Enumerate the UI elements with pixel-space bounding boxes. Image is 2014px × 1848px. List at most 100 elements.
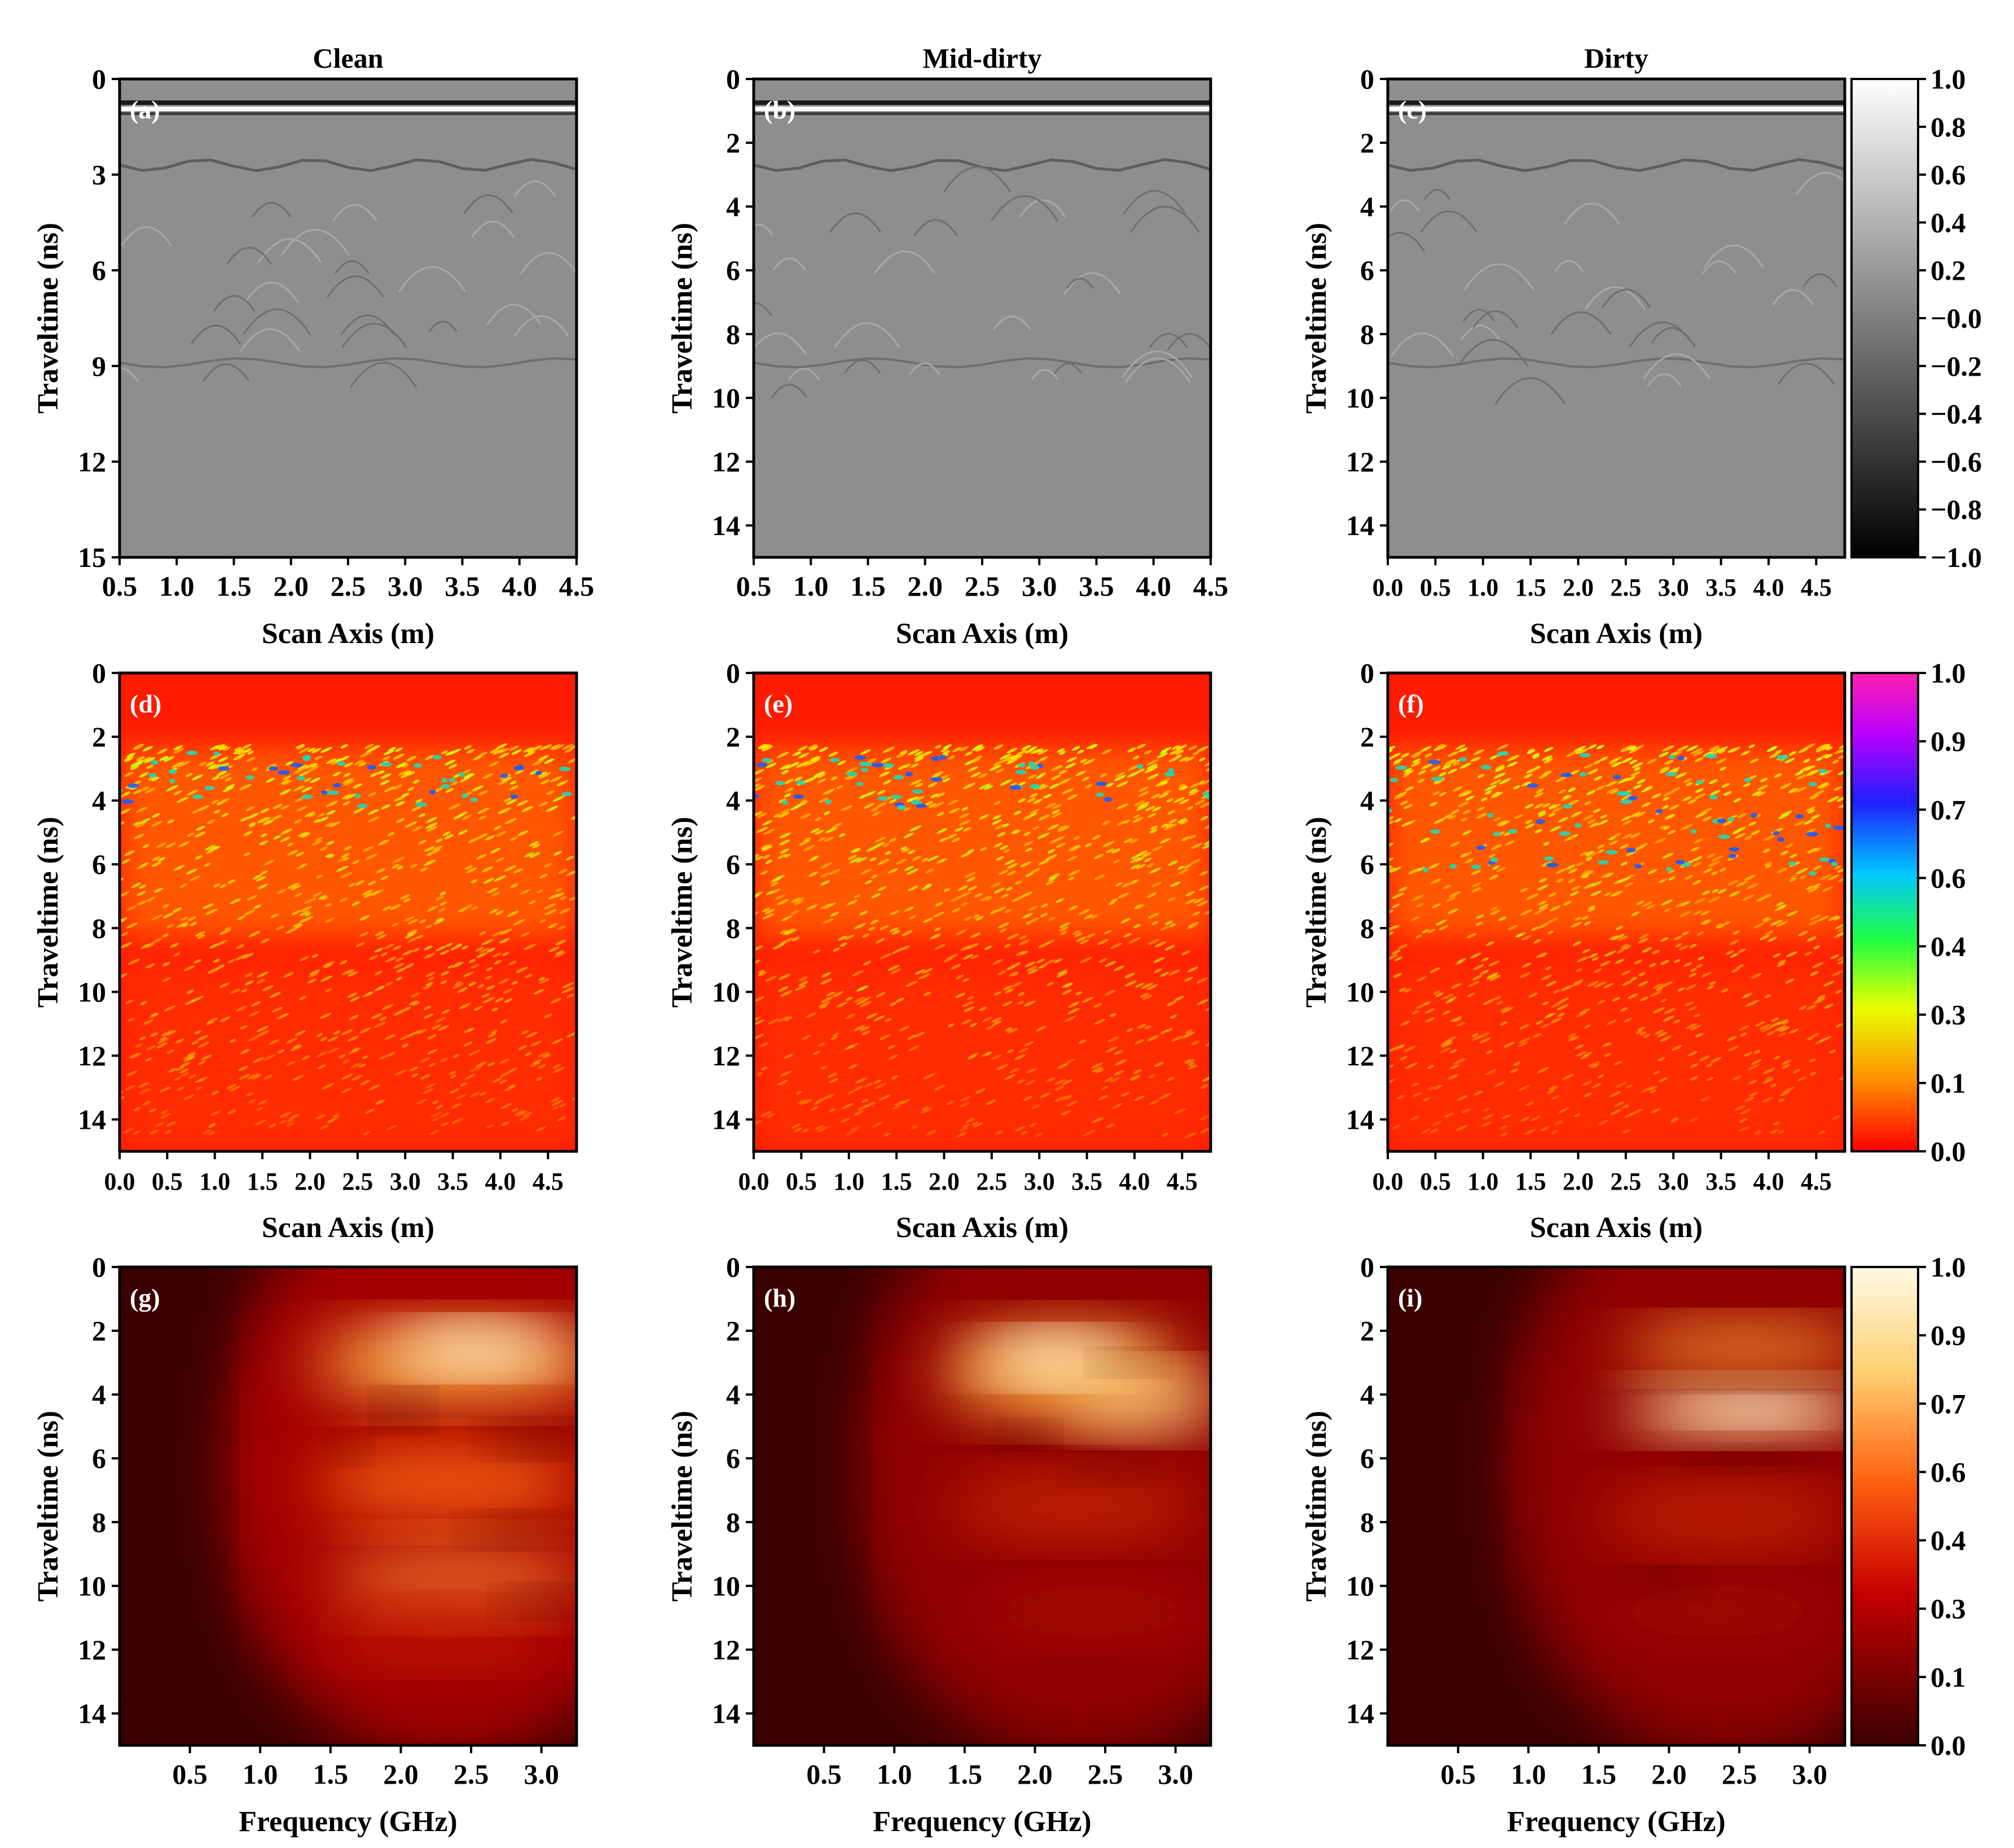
speckle <box>1127 747 1136 753</box>
speckle <box>219 884 227 888</box>
speckle <box>1029 1123 1036 1127</box>
x-tick-label: 0.5 <box>102 570 138 602</box>
speckle <box>1702 971 1712 977</box>
speckle <box>380 780 390 785</box>
direct-wave-tail <box>1388 112 1845 115</box>
speckle <box>1453 762 1460 766</box>
speckle <box>236 944 244 949</box>
speckle <box>1614 1101 1625 1107</box>
speckle <box>1059 922 1071 928</box>
speckle <box>854 923 866 930</box>
y-axis-label: Traveltime (ns) <box>666 817 698 1007</box>
speckle <box>374 947 384 953</box>
speckle <box>1054 1095 1066 1102</box>
x-tick-label: 4.0 <box>1136 570 1172 602</box>
speckle <box>762 744 769 749</box>
speckle <box>1477 774 1484 778</box>
colorbar-tick-label: −0.0 <box>1931 302 1982 334</box>
colorbar-tick-label: 0.2 <box>1931 254 1966 286</box>
speckle <box>1404 1045 1416 1052</box>
speckle <box>1735 833 1746 839</box>
speckle <box>511 980 518 985</box>
speckle <box>1662 852 1674 859</box>
speckle <box>1041 903 1049 908</box>
speckle <box>1577 956 1589 962</box>
speckle <box>1404 988 1411 993</box>
speckle <box>1021 745 1031 751</box>
speckle <box>314 819 320 823</box>
speckle <box>263 819 275 825</box>
speckle <box>1789 877 1797 882</box>
y-tick-label: 12 <box>78 1634 106 1665</box>
speckle <box>837 760 846 765</box>
high-value-spot <box>1390 777 1399 782</box>
speckle <box>1474 1090 1483 1096</box>
spectral-energy <box>491 1424 570 1454</box>
speckle <box>1807 1036 1814 1041</box>
speckle <box>1739 1118 1748 1123</box>
speckle <box>1039 784 1049 790</box>
hyperbola <box>1564 203 1620 225</box>
speckle <box>798 980 809 987</box>
speckle <box>349 1014 359 1020</box>
speckle <box>1681 824 1693 830</box>
speckle <box>513 868 523 874</box>
x-tick-label: 1.5 <box>216 570 252 602</box>
speckle <box>463 1028 472 1033</box>
speckle <box>1170 881 1181 887</box>
speckle <box>891 930 901 935</box>
speckle <box>876 992 886 998</box>
direct-wave-tail <box>754 112 1211 115</box>
speckle <box>1393 793 1406 800</box>
speckle <box>463 769 471 774</box>
speckle <box>1094 1003 1102 1008</box>
speckle <box>1556 1004 1569 1010</box>
x-tick-label: 2.5 <box>1722 1758 1757 1790</box>
x-tick-label: 0.0 <box>1373 1168 1404 1195</box>
speckle <box>299 910 310 916</box>
low-frequency-band <box>754 1267 845 1745</box>
speckle <box>338 1054 346 1059</box>
speckle <box>326 810 336 815</box>
speckle <box>468 1049 481 1056</box>
speckle <box>1625 850 1637 856</box>
speckle <box>409 1029 422 1036</box>
speckle <box>1819 1036 1832 1042</box>
speckle <box>457 987 468 993</box>
speckle <box>179 883 188 888</box>
speckle <box>1020 891 1033 898</box>
speckle <box>1092 835 1101 840</box>
speckle <box>1832 1115 1840 1120</box>
speckle <box>1553 989 1560 994</box>
speckle <box>1169 823 1177 828</box>
speckle <box>942 750 951 755</box>
speckle <box>219 773 231 779</box>
speckle <box>402 1043 409 1048</box>
speckle <box>146 897 156 902</box>
plot-frame <box>1386 671 1846 1153</box>
speckle <box>1037 749 1049 755</box>
speckle <box>1560 985 1573 992</box>
speckle <box>1817 995 1826 1000</box>
speckle <box>996 856 1004 861</box>
y-tick-label: 12 <box>1346 446 1374 477</box>
speckle <box>1695 812 1707 818</box>
speckle <box>1510 1068 1519 1073</box>
hyperbola <box>471 221 515 238</box>
speckle <box>1471 1035 1482 1041</box>
speckle <box>341 1029 353 1036</box>
speckle <box>1755 1021 1766 1027</box>
speckle <box>1427 1064 1434 1069</box>
speckle <box>341 1088 352 1093</box>
speckle <box>1569 891 1579 896</box>
speckle <box>883 1133 890 1137</box>
speckle <box>996 906 1006 912</box>
speckle <box>1401 753 1410 758</box>
speckle <box>873 1015 885 1022</box>
speckle <box>1072 930 1081 935</box>
speckle <box>326 841 335 846</box>
speckle <box>1780 810 1792 817</box>
speckle <box>486 948 495 953</box>
speckle <box>882 843 890 847</box>
speckle <box>851 970 864 976</box>
